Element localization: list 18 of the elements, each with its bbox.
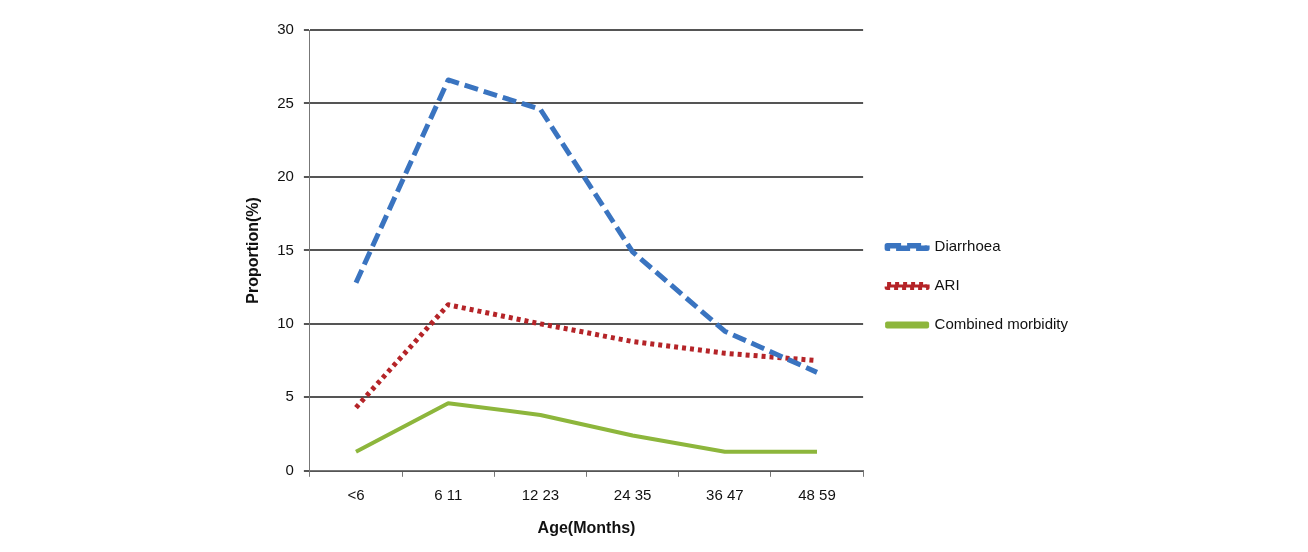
y-tick-label: 30	[277, 20, 294, 38]
x-axis-title: Age(Months)	[537, 518, 636, 536]
y-tick-label: 15	[277, 240, 294, 258]
y-tick-label: 5	[285, 387, 294, 405]
x-tick-label: 36 47	[706, 485, 744, 503]
y-tick-label: 25	[277, 93, 294, 111]
x-tick-label: <6	[347, 485, 365, 503]
legend-label: ARI	[934, 276, 960, 294]
legend-label: Diarrhoea	[934, 237, 1002, 255]
x-tick-label: 12 23	[521, 485, 560, 503]
x-tick-label: 24 35	[613, 485, 652, 503]
x-tick-label: 48 59	[798, 485, 836, 503]
y-tick-label: 10	[277, 314, 294, 332]
y-axis-title: Proportion(%)	[244, 197, 262, 304]
y-tick-label: 0	[285, 460, 294, 478]
x-tick-label: 6 11	[434, 485, 463, 503]
y-tick-label: 20	[277, 167, 294, 185]
legend-label: Combined morbidity	[934, 315, 1069, 333]
